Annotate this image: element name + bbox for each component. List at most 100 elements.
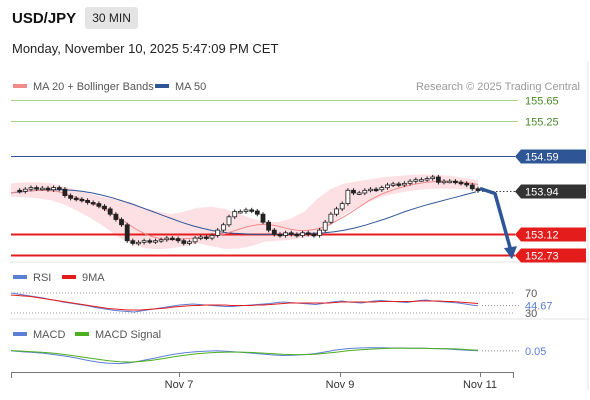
level-label-155.25: 155.25 (525, 117, 559, 129)
rsi-legend-label: RSI (33, 272, 51, 284)
candle-body (351, 189, 356, 194)
chart-header: USD/JPY 30 MIN (12, 7, 138, 29)
candle-body (158, 239, 164, 242)
candle-body (147, 240, 153, 243)
macd-signal-line (10, 347, 479, 363)
x-tick-label: Nov 7 (165, 379, 194, 391)
candle-body (226, 216, 232, 226)
candle-body (305, 232, 311, 235)
candle-body (368, 188, 373, 192)
candle-body (458, 181, 464, 185)
candle-body (385, 184, 390, 189)
candle-body (271, 229, 277, 235)
rsi-legend: RSI 9MA (13, 272, 105, 284)
price-panel: 155.65 155.25 154.59 153.12 152.73 153.94 (10, 96, 586, 263)
candle-body (119, 219, 124, 226)
candle-body (192, 237, 198, 243)
ma20-legend-swatch (13, 84, 27, 88)
macd-last-label: 0.05 (525, 346, 546, 358)
x-tick-label: Nov 9 (326, 379, 355, 391)
candle-body (475, 188, 481, 192)
rsi-ma-legend-swatch (62, 275, 76, 279)
candle-body (260, 213, 266, 223)
candle-body (249, 209, 255, 212)
candle-body (373, 188, 379, 192)
timeframe-badge[interactable]: 30 MIN (85, 7, 138, 29)
panel-frames (10, 62, 589, 390)
candle-body (85, 199, 90, 203)
candle-body (396, 183, 402, 186)
level-label-155.65: 155.65 (525, 96, 559, 108)
candle-body (113, 213, 119, 220)
rsi-30-label: 30 (525, 308, 537, 320)
candle-body (56, 187, 62, 190)
candle-body (107, 208, 113, 215)
candle-body (136, 241, 141, 245)
macd-panel: 0.05 (10, 346, 546, 365)
candle-body (68, 195, 73, 199)
level-tag-154.59 (515, 149, 586, 164)
candle-body (441, 180, 447, 184)
candle-body (79, 198, 85, 202)
candle-body (254, 210, 260, 215)
candle-body (356, 192, 362, 195)
candlesticks (17, 174, 481, 246)
candle-body (124, 224, 130, 242)
level-tag-153.12 (515, 227, 586, 242)
ma50-legend-label: MA 50 (175, 81, 206, 93)
candle-body (62, 188, 68, 196)
rsi-legend-swatch (13, 275, 27, 279)
candle-body (469, 184, 475, 190)
candle-body (322, 221, 328, 231)
candle-body (435, 176, 441, 183)
candle-body (232, 211, 238, 218)
candle-body (401, 182, 407, 186)
candle-body (345, 189, 351, 205)
candle-body (175, 238, 181, 242)
candle-body (237, 211, 243, 214)
candle-body (51, 187, 56, 191)
rsi-70-label: 70 (525, 288, 537, 300)
candle-body (96, 203, 102, 207)
ma50-legend-swatch (155, 84, 169, 88)
candle-body (424, 178, 430, 181)
candle-body (362, 189, 368, 194)
candle-body (334, 208, 339, 215)
x-axis: Nov 7 Nov 9 Nov 11 (11, 372, 514, 391)
candle-body (90, 202, 96, 205)
candle-body (220, 224, 226, 231)
candle-body (390, 183, 396, 186)
candle-body (243, 209, 249, 212)
candle-body (45, 187, 51, 191)
macd-legend: MACD MACD Signal (13, 329, 161, 341)
candle-body (317, 229, 323, 236)
forecast-arrow-head (504, 246, 517, 260)
level-label-154.59: 154.59 (525, 152, 559, 164)
candle-body (379, 187, 385, 191)
candle-body (153, 240, 158, 243)
candle-body (181, 240, 187, 244)
candle-body (277, 233, 283, 237)
candle-body (169, 237, 175, 241)
copyright-label: Research © 2025 Trading Central (416, 81, 580, 93)
rsi-last-label: 44.67 (525, 301, 553, 313)
candle-body (311, 233, 317, 237)
candle-body (418, 179, 424, 182)
ma50-line (10, 189, 477, 235)
candle-body (209, 234, 215, 239)
candle-body (283, 232, 289, 236)
candle-body (413, 179, 419, 182)
candle-body (130, 240, 136, 244)
candle-body (464, 182, 470, 186)
candle-body (22, 188, 28, 192)
candle-body (198, 236, 204, 239)
candle-body (34, 187, 39, 190)
candle-body (39, 187, 45, 191)
candle-body (73, 197, 79, 201)
x-tick-label: Nov 11 (463, 379, 497, 391)
macd-line (10, 347, 479, 365)
candle-body (17, 189, 23, 193)
candle-body (186, 241, 192, 244)
last-price-label: 153.94 (525, 187, 559, 199)
